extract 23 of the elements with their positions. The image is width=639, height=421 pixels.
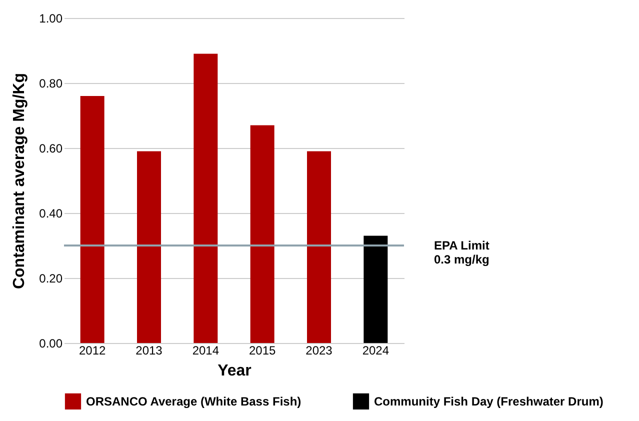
- bar: [194, 54, 218, 343]
- y-tick-label: 0.00: [39, 336, 63, 350]
- x-tick-label: 2024: [362, 344, 390, 358]
- x-tick-label: 2014: [192, 344, 220, 358]
- x-axis-title: Year: [218, 362, 252, 380]
- x-tick-label: 2023: [306, 344, 333, 358]
- y-tick-label: 0.20: [39, 272, 63, 286]
- x-tick-label: 2013: [136, 344, 163, 358]
- bar: [250, 125, 274, 343]
- bar: [137, 151, 161, 343]
- bar: [364, 236, 388, 343]
- legend-label: Community Fish Day (Freshwater Drum): [374, 394, 604, 408]
- legend-label: ORSANCO Average (White Bass Fish): [86, 394, 302, 408]
- bar: [80, 96, 104, 343]
- ref-line-label: EPA Limit 0.3 mg/kg: [434, 238, 490, 266]
- y-tick-label: 0.60: [39, 142, 63, 156]
- x-tick-label: 2012: [78, 344, 106, 358]
- y-tick-label: 0.40: [39, 206, 63, 220]
- x-tick-label: 2015: [248, 344, 276, 358]
- y-axis-title: Contaminant average Mg/Kg: [11, 72, 28, 290]
- y-tick-label: 0.80: [39, 76, 63, 90]
- y-tick-label: 1.00: [39, 12, 63, 26]
- bar: [307, 151, 331, 343]
